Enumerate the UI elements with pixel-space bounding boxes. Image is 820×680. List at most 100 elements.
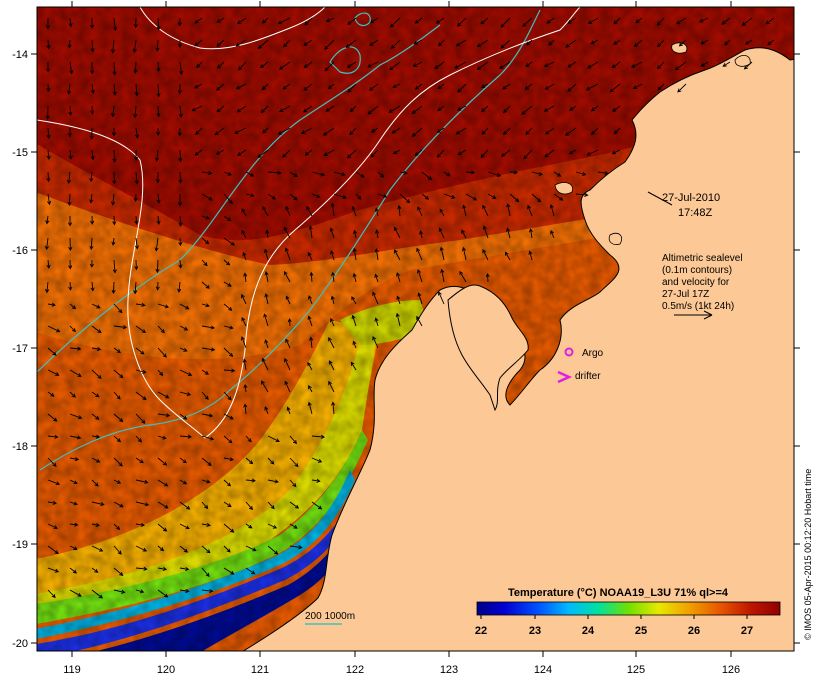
velocity-arrow — [110, 39, 115, 54]
velocity-arrow — [179, 479, 188, 485]
velocity-arrow — [113, 545, 122, 555]
velocity-arrow — [196, 61, 203, 68]
velocity-arrow — [89, 171, 94, 183]
velocity-arrow — [179, 369, 193, 377]
velocity-arrow — [263, 248, 269, 261]
velocity-arrow — [241, 317, 247, 327]
velocity-arrow — [235, 39, 247, 47]
velocity-arrow — [216, 61, 225, 69]
velocity-arrow — [399, 193, 411, 204]
velocity-arrow — [201, 170, 213, 176]
velocity-arrow — [46, 149, 51, 160]
velocity-arrow — [678, 39, 687, 47]
colorbar-ticks: 22 23 24 25 26 27 — [475, 615, 753, 637]
velocity-arrow — [69, 413, 83, 420]
velocity-arrow — [553, 171, 562, 177]
velocity-arrow — [91, 589, 103, 599]
velocity-arrow — [439, 246, 445, 261]
velocity-arrow — [179, 391, 192, 397]
velocity-arrow — [112, 171, 117, 185]
velocity-arrow — [632, 83, 643, 90]
velocity-arrow — [201, 259, 208, 267]
velocity-arrow — [245, 501, 254, 511]
colorbar-tick-label: 25 — [635, 625, 647, 637]
velocity-arrow — [744, 39, 753, 45]
velocity-arrow — [261, 357, 269, 371]
velocity-arrow — [201, 479, 211, 484]
velocity-arrow — [47, 193, 52, 206]
velocity-arrow — [156, 17, 161, 31]
velocity-arrow — [333, 193, 347, 200]
velocity-arrow — [89, 193, 94, 204]
velocity-arrow — [306, 205, 313, 217]
velocity-arrow — [216, 105, 225, 113]
velocity-arrow — [90, 215, 95, 225]
velocity-arrow — [179, 434, 192, 439]
velocity-arrow — [135, 413, 146, 424]
timestamp-leader — [647, 191, 673, 206]
velocity-arrow — [157, 566, 168, 571]
land-islands — [554, 42, 751, 245]
velocity-arrow — [590, 39, 599, 45]
velocity-arrow — [277, 127, 291, 135]
velocity-arrow — [351, 205, 357, 217]
velocity-arrow — [480, 105, 489, 113]
velocity-arrow — [506, 203, 511, 217]
velocity-arrow — [370, 149, 379, 158]
colorbar-tick-label: 23 — [529, 625, 541, 637]
velocity-arrow — [135, 435, 143, 443]
velocity-arrow — [223, 391, 232, 401]
velocity-arrow — [216, 39, 225, 47]
map-border — [36, 6, 795, 652]
velocity-arrow — [509, 170, 519, 175]
velocity-arrow — [46, 171, 51, 183]
velocity-arrow — [257, 149, 269, 158]
velocity-arrow — [110, 193, 116, 206]
altimetry-line-2: (0.1m contours) — [662, 265, 732, 276]
velocity-arrow — [112, 61, 117, 76]
velocity-arrow — [264, 293, 269, 305]
velocity-arrow — [267, 170, 282, 175]
velocity-arrow — [91, 346, 102, 352]
velocity-arrow — [286, 406, 291, 415]
colorbar-tick-label: 24 — [582, 625, 595, 637]
velocity-arrow — [47, 413, 58, 422]
velocity-arrow — [113, 589, 126, 594]
velocity-arrow — [157, 545, 165, 552]
velocity-arrow — [635, 17, 643, 24]
velocity-arrow — [564, 127, 577, 136]
velocity-arrow — [113, 567, 124, 577]
velocity-arrow — [223, 193, 233, 205]
velocity-arrow — [597, 170, 609, 176]
velocity-arrow — [503, 105, 511, 114]
velocity-arrow — [347, 149, 357, 159]
velocity-arrow — [289, 435, 298, 445]
velocity-arrow — [47, 391, 55, 397]
velocity-arrow — [283, 270, 291, 283]
sealevel-contour-1 — [37, 7, 581, 439]
lat-tick-label: -18 — [12, 441, 28, 453]
velocity-arrow — [178, 171, 183, 184]
velocity-arrow — [113, 347, 121, 354]
velocity-arrow — [388, 105, 401, 113]
velocity-arrow — [722, 61, 731, 67]
velocity-arrow — [485, 272, 490, 283]
velocity-arrow — [455, 127, 467, 135]
velocity-arrow — [416, 269, 423, 283]
velocity-arrow — [66, 83, 72, 95]
velocity-arrow — [90, 61, 95, 75]
velocity-arrow — [575, 192, 589, 198]
velocity-arrow — [223, 479, 232, 487]
velocity-arrow — [89, 127, 94, 140]
colorbar-tick-label: 26 — [688, 625, 700, 637]
velocity-arrow — [46, 83, 51, 93]
velocity-arrow — [262, 17, 269, 24]
velocity-arrow — [47, 589, 56, 599]
velocity-arrow — [157, 391, 170, 399]
velocity-arrow — [393, 226, 401, 239]
velocity-arrow — [456, 17, 467, 27]
velocity-arrow — [68, 281, 73, 291]
velocity-arrow — [568, 149, 577, 155]
velocity-arrow — [567, 61, 577, 68]
velocity-arrow — [611, 61, 621, 69]
